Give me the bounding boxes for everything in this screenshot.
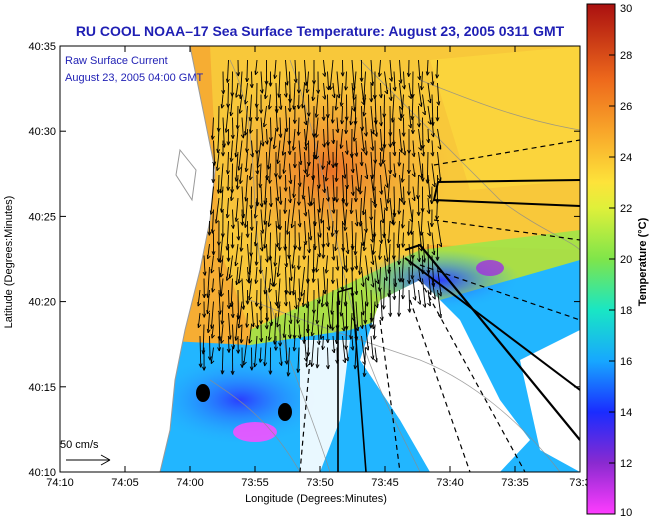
x-tick-label: 73:50	[306, 477, 334, 489]
y-tick-label: 40:30	[28, 126, 56, 138]
current-vector	[210, 336, 211, 360]
current-vector	[298, 118, 299, 136]
current-vector	[242, 210, 243, 226]
y-tick-label: 40:35	[28, 41, 56, 53]
colorbar: 10 12 14 16 18 20 22 24 26 28 30 Temperature (°C)	[587, 3, 649, 518]
colorbar-tick-label: 14	[620, 407, 632, 419]
current-vector	[304, 244, 305, 260]
current-vector	[233, 118, 234, 139]
sst-purple-patch	[233, 422, 277, 442]
current-vector	[233, 302, 234, 318]
current-time-label: August 23, 2005 04:00 GMT	[65, 72, 203, 84]
colorbar-tick-label: 10	[620, 507, 632, 518]
current-vector	[289, 233, 290, 259]
x-axis-label: Longitude (Degrees:Minutes)	[245, 493, 387, 505]
x-tick-label: 73:40	[436, 477, 464, 489]
x-tick-label: 74:00	[176, 477, 204, 489]
x-tick-label: 74:05	[111, 477, 139, 489]
current-vector	[399, 198, 400, 214]
current-vector	[408, 221, 409, 236]
current-vector	[346, 118, 347, 134]
y-axis-label: Latitude (Degrees:Minutes)	[3, 196, 15, 329]
chart-title: RU COOL NOAA–17 Sea Surface Temperature:…	[76, 23, 565, 39]
colorbar-tick-label: 12	[620, 458, 632, 470]
current-vector	[400, 267, 401, 282]
colorbar-tick-label: 20	[620, 254, 632, 266]
station-marker-1	[196, 384, 210, 402]
current-vector	[290, 95, 291, 112]
x-tick-label: 73:45	[371, 477, 399, 489]
current-vector	[229, 336, 230, 353]
y-tick-label: 40:10	[28, 467, 56, 479]
colorbar-tick-label: 22	[620, 203, 632, 215]
colorbar-tick-label: 30	[620, 3, 632, 15]
current-vector	[228, 175, 229, 191]
current-vector	[399, 244, 400, 265]
current-vector	[229, 290, 230, 309]
current-vector	[356, 279, 357, 295]
current-vector	[252, 72, 253, 88]
station-marker-2	[278, 403, 292, 421]
current-vector	[257, 313, 258, 329]
current-vector	[437, 60, 438, 78]
sst-purple-patch-2	[476, 260, 504, 276]
colorbar-tick-label: 16	[620, 356, 632, 368]
current-vector	[309, 141, 310, 166]
current-vector	[218, 175, 219, 193]
current-title-label: Raw Surface Current	[65, 55, 168, 67]
current-vector	[228, 83, 229, 107]
current-vector	[333, 129, 334, 144]
y-tick-label: 40:20	[28, 297, 56, 309]
colorbar-label: Temperature (°C)	[637, 217, 649, 306]
colorbar-tick-label: 28	[620, 50, 632, 62]
colorbar-tick-label: 26	[620, 101, 632, 113]
current-vector	[294, 313, 295, 339]
current-vector	[271, 118, 272, 142]
current-vector	[346, 325, 347, 350]
scale-label: 50 cm/s	[60, 439, 99, 451]
x-tick-label: 73:35	[501, 477, 529, 489]
current-vector	[251, 233, 252, 257]
colorbar-tick-label: 24	[620, 152, 632, 164]
current-vector	[257, 152, 258, 174]
current-vector	[336, 210, 337, 234]
x-tick-label: 73:55	[241, 477, 269, 489]
y-tick-label: 40:25	[28, 211, 56, 223]
plot-area	[60, 46, 580, 472]
y-tick-label: 40:15	[28, 382, 56, 394]
colorbar-tick-label: 18	[620, 305, 632, 317]
current-vector	[428, 129, 429, 143]
